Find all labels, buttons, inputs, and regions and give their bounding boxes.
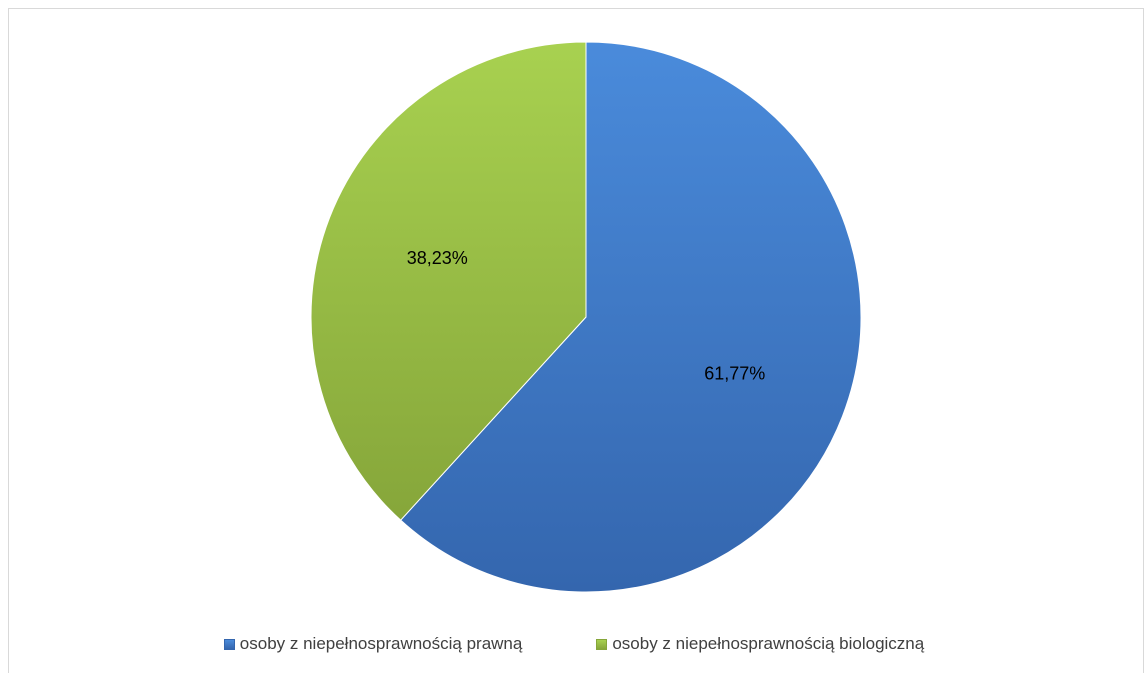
data-label: 61,77% xyxy=(704,363,765,383)
slice-biological-disability xyxy=(310,41,587,521)
legend: osoby z niepełnosprawnością prawną osoby… xyxy=(0,634,1148,654)
legend-swatch-green xyxy=(596,638,608,650)
legend-label: osoby z niepełnosprawnością prawną xyxy=(239,634,523,653)
legend-item-biological-disability: osoby z niepełnosprawnością biologiczną xyxy=(596,634,924,654)
slice-legal-disability xyxy=(399,41,862,593)
legend-label: osoby z niepełnosprawnością biologiczną xyxy=(612,634,925,653)
legend-item-legal-disability: osoby z niepełnosprawnością prawną xyxy=(223,634,523,654)
legend-swatch-blue xyxy=(223,638,235,650)
data-label: 38,23% xyxy=(407,248,468,268)
